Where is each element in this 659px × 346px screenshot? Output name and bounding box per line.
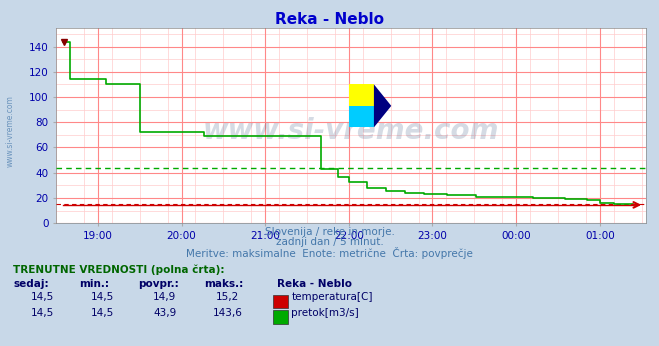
Text: pretok[m3/s]: pretok[m3/s] xyxy=(291,308,359,318)
Text: 15,2: 15,2 xyxy=(215,292,239,302)
Bar xyxy=(349,84,374,106)
Text: sedaj:: sedaj: xyxy=(13,279,49,289)
Text: Reka - Neblo: Reka - Neblo xyxy=(275,12,384,27)
Bar xyxy=(349,106,374,127)
Text: www.si-vreme.com: www.si-vreme.com xyxy=(203,117,499,145)
Text: 14,5: 14,5 xyxy=(90,308,114,318)
Text: 14,5: 14,5 xyxy=(90,292,114,302)
Text: TRENUTNE VREDNOSTI (polna črta):: TRENUTNE VREDNOSTI (polna črta): xyxy=(13,265,225,275)
Text: 43,9: 43,9 xyxy=(153,308,177,318)
Text: 14,5: 14,5 xyxy=(31,292,55,302)
Text: Meritve: maksimalne  Enote: metrične  Črta: povprečje: Meritve: maksimalne Enote: metrične Črta… xyxy=(186,247,473,260)
Text: povpr.:: povpr.: xyxy=(138,279,179,289)
Text: Reka - Neblo: Reka - Neblo xyxy=(277,279,352,289)
Text: zadnji dan / 5 minut.: zadnji dan / 5 minut. xyxy=(275,237,384,247)
Text: maks.:: maks.: xyxy=(204,279,244,289)
Text: www.si-vreme.com: www.si-vreme.com xyxy=(5,95,14,167)
Text: 14,5: 14,5 xyxy=(31,308,55,318)
Text: temperatura[C]: temperatura[C] xyxy=(291,292,373,302)
Text: Slovenija / reke in morje.: Slovenija / reke in morje. xyxy=(264,227,395,237)
Text: min.:: min.: xyxy=(79,279,109,289)
Polygon shape xyxy=(374,84,391,127)
Text: 14,9: 14,9 xyxy=(153,292,177,302)
Text: 143,6: 143,6 xyxy=(212,308,243,318)
